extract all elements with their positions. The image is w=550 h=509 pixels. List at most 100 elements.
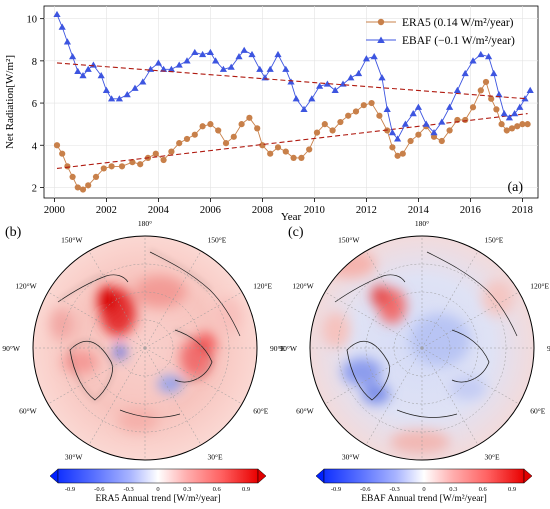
meridian (47, 347, 146, 405)
data-point-era5 (337, 118, 344, 126)
longitude-label: 120°E (253, 282, 272, 291)
data-point-ebaf (227, 63, 235, 70)
series-ebaf (53, 10, 534, 142)
longitude-label: 60°E (253, 407, 268, 416)
plot-frame (43, 5, 539, 199)
colorbar-tick-label: 0.3 (449, 486, 457, 493)
colorbar-tick-label: -0.9 (331, 486, 341, 493)
data-point-era5 (79, 186, 87, 193)
data-point-ebaf (84, 65, 92, 72)
colorbar-tick-label: 0.6 (213, 486, 222, 493)
time-series-panel: 2000 2002 2004 2006 2008 2010 2012 2014 2016 2018… (4, 5, 539, 223)
data-point-era5 (137, 161, 144, 168)
data-point-ebaf (308, 95, 316, 102)
data-point-ebaf (495, 91, 503, 98)
y-tick-label: 10 (27, 15, 38, 26)
x-tick-label: 2012 (356, 205, 377, 216)
data-point-ebaf (256, 65, 264, 72)
panel-label-b: (b) (5, 225, 22, 240)
meridian (421, 291, 520, 349)
data-point-era5 (215, 127, 222, 134)
data-point-era5 (430, 133, 438, 140)
meridian (144, 250, 202, 349)
data-point-era5 (222, 140, 230, 147)
meridian (88, 250, 146, 349)
meridian (365, 250, 423, 349)
data-point-era5 (85, 182, 92, 189)
data-point-era5 (360, 102, 367, 109)
data-point-ebaf (388, 128, 396, 136)
trend-line-ebaf (56, 62, 528, 100)
data-point-era5 (399, 150, 406, 157)
data-point-ebaf (274, 50, 282, 58)
data-point-ebaf (199, 50, 207, 58)
data-point-era5 (238, 121, 245, 128)
meridian (421, 347, 479, 446)
data-point-ebaf (331, 86, 339, 93)
longitude-label: 150°W (338, 236, 360, 245)
data-point-ebaf (160, 65, 168, 72)
x-tick-label: 2000 (44, 205, 65, 216)
axis-ticks: 2000 2002 2004 2006 2008 2010 2012 2014 2016 2018… (27, 15, 533, 216)
data-point-era5 (493, 106, 500, 113)
meridian (144, 347, 243, 405)
data-point-era5 (313, 129, 321, 136)
data-point-era5 (69, 173, 76, 181)
meridian (47, 291, 146, 349)
data-point-ebaf (206, 48, 214, 56)
data-point-ebaf (175, 61, 183, 68)
ebaf-map-field (310, 236, 534, 460)
data-point-ebaf (323, 80, 331, 87)
data-point-era5 (488, 95, 495, 102)
data-point-era5 (321, 121, 328, 128)
colorbar-tick-label: 0 (156, 486, 159, 493)
colorbar-era5: -0.9 -0.6 -0.3 0 0.3 0.6 0.9 ERA5 Annual trend… (49, 468, 267, 504)
data-series (53, 10, 534, 193)
data-point-era5 (207, 121, 214, 128)
data-point-ebaf (362, 55, 370, 62)
data-point-ebaf (394, 135, 402, 142)
longitude-label: 90°W (2, 344, 20, 353)
data-point-ebaf (300, 105, 308, 112)
data-point-era5 (92, 173, 100, 181)
colorbar-tick-label: 0.9 (508, 486, 516, 493)
longitude-label: 150°W (61, 236, 83, 245)
data-point-ebaf (490, 69, 498, 77)
data-point-ebaf (167, 65, 175, 72)
data-point-era5 (259, 142, 266, 149)
data-point-era5 (274, 144, 282, 151)
data-point-era5 (306, 146, 313, 153)
colorbar-tick-label: 0 (422, 486, 425, 493)
data-point-era5 (59, 150, 66, 157)
era5-map-field (33, 236, 257, 460)
data-point-ebaf (511, 110, 519, 117)
data-point-era5 (74, 184, 81, 191)
data-point-ebaf (409, 110, 417, 117)
data-point-ebaf (282, 65, 290, 72)
data-point-era5 (160, 156, 167, 164)
data-point-ebaf (248, 50, 256, 58)
data-point-era5 (438, 137, 445, 145)
data-point-ebaf (438, 118, 446, 125)
longitude-labels: 180°150°E120°E90°E60°E30°E0°30°W60°W90°W… (279, 219, 550, 478)
data-point-ebaf (219, 65, 227, 72)
legend-entry-ebaf: EBAF (−0.1 W/m²/year) (402, 35, 515, 47)
longitude-label: 90°W (279, 344, 297, 353)
data-point-ebaf (505, 114, 513, 121)
data-point-ebaf (453, 86, 461, 93)
data-point-era5 (168, 148, 175, 155)
data-point-era5 (477, 87, 484, 94)
data-point-ebaf (58, 23, 66, 30)
y-tick-label: 8 (32, 57, 37, 68)
x-tick-label: 2002 (96, 205, 117, 216)
longitude-label: 60°W (19, 407, 37, 416)
longitude-label: 60°E (530, 407, 545, 416)
data-point-era5 (508, 125, 516, 132)
longitude-label: 180° (138, 219, 152, 228)
data-point-ebaf (461, 69, 469, 77)
data-point-ebaf (485, 53, 493, 60)
map-boundary (32, 235, 258, 461)
longitude-labels: 180°150°E120°E90°E60°E30°E0°30°W60°W90°W… (2, 219, 285, 478)
data-point-era5 (191, 131, 198, 138)
